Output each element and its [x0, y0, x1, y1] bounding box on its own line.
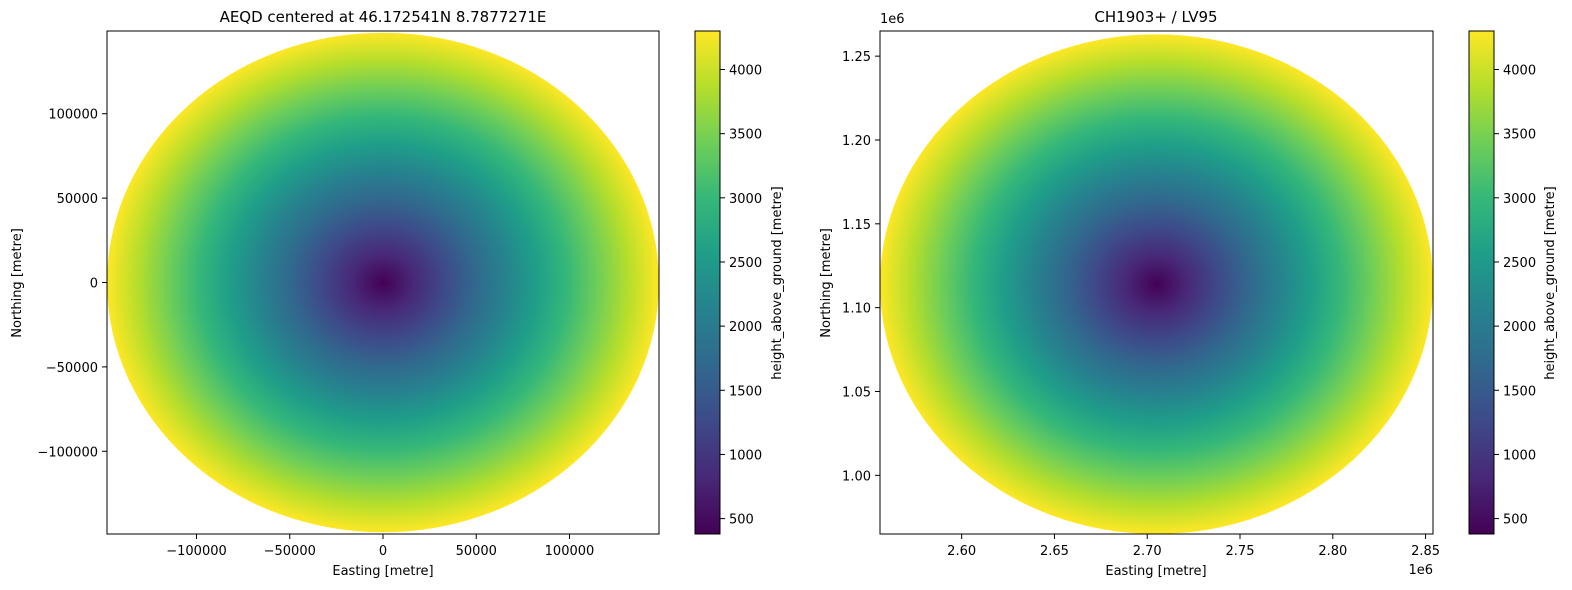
right-plot-title: CH1903+ / LV95: [1094, 8, 1217, 26]
y-tick-label: 1.20: [842, 134, 871, 149]
x-tick-label: 2.65: [1040, 544, 1069, 559]
y-tick-label: 1.10: [842, 302, 871, 317]
left-y-axis-label: Northing [metre]: [10, 228, 25, 338]
left-heatmap: [106, 30, 660, 535]
right-colorbar: 500 1000 1500 2000 2500 3000 3500 4000 height_a…: [1468, 30, 1558, 535]
colorbar-tick-label: 3000: [1503, 192, 1536, 207]
colorbar-tick-label: 3500: [1503, 128, 1536, 143]
x-tick-label: 2.70: [1133, 544, 1162, 559]
left-height-disk: [107, 32, 659, 533]
colorbar-tick-label: 500: [729, 513, 754, 528]
x-tick-label: 50000: [456, 544, 497, 559]
colorbar-tick-label: 2000: [1503, 320, 1536, 335]
colorbar-tick-label: 3500: [729, 128, 762, 143]
left-x-axis: −100000 −50000 0 50000 100000: [166, 534, 594, 559]
colorbar-tick-label: 2500: [1503, 256, 1536, 271]
colorbar-tick-label: 1500: [1503, 384, 1536, 399]
left-colorbar-ticks: 500 1000 1500 2000 2500 3000 3500 4000: [720, 63, 762, 528]
right-y-axis: 1.00 1.05 1.10 1.15 1.20 1.25: [842, 50, 880, 484]
left-plot-title: AEQD centered at 46.172541N 8.7877271E: [220, 8, 547, 26]
right-y-offset-label: 1e6: [880, 12, 905, 27]
left-colorbar-gradient: [694, 30, 721, 535]
colorbar-tick-label: 3000: [729, 192, 762, 207]
y-tick-label: 100000: [48, 108, 98, 123]
y-tick-label: 1.25: [842, 50, 871, 65]
colorbar-tick-label: 4000: [1503, 63, 1536, 78]
y-tick-label: 1.15: [842, 218, 871, 233]
x-tick-label: 2.80: [1318, 544, 1347, 559]
colorbar-tick-label: 4000: [729, 63, 762, 78]
x-tick-label: 0: [379, 544, 387, 559]
right-height-disk: [880, 34, 1433, 534]
right-heatmap: [879, 30, 1434, 535]
left-y-axis: −100000 −50000 0 50000 100000: [37, 108, 107, 460]
right-panel: CH1903+ / LV95 1e6 2.60 2.65 2.70 2.75 2.80 2…: [819, 8, 1558, 579]
y-tick-label: −100000: [37, 445, 98, 460]
y-tick-label: 1.00: [842, 469, 871, 484]
y-tick-label: 1.05: [842, 385, 871, 400]
right-x-axis-label: Easting [metre]: [1105, 564, 1206, 579]
y-tick-label: −50000: [46, 361, 98, 376]
colorbar-tick-label: 1000: [729, 448, 762, 463]
y-tick-label: 50000: [57, 192, 98, 207]
x-tick-label: −100000: [166, 544, 227, 559]
right-colorbar-gradient: [1468, 30, 1495, 535]
right-x-offset-label: 1e6: [1408, 563, 1433, 578]
right-x-axis: 2.60 2.65 2.70 2.75 2.80 2.85: [947, 534, 1440, 559]
x-tick-label: 100000: [545, 544, 595, 559]
colorbar-tick-label: 1500: [729, 384, 762, 399]
colorbar-tick-label: 2500: [729, 256, 762, 271]
right-plot-frame: [879, 30, 1434, 535]
right-colorbar-ticks: 500 1000 1500 2000 2500 3000 3500 4000: [1494, 63, 1536, 528]
colorbar-tick-label: 500: [1503, 513, 1528, 528]
left-colorbar: 500 1000 1500 2000 2500 3000 3500 4000 height_a…: [694, 30, 785, 535]
colorbar-tick-label: 2000: [729, 320, 762, 335]
right-colorbar-label: height_above_ground [metre]: [1543, 186, 1558, 379]
left-colorbar-label: height_above_ground [metre]: [770, 186, 785, 379]
right-y-axis-label: Northing [metre]: [819, 228, 834, 338]
x-tick-label: −50000: [264, 544, 316, 559]
x-tick-label: 2.60: [947, 544, 976, 559]
colorbar-tick-label: 1000: [1503, 448, 1536, 463]
y-tick-label: 0: [90, 277, 98, 292]
x-tick-label: 2.75: [1226, 544, 1255, 559]
left-panel: AEQD centered at 46.172541N 8.7877271E −…: [10, 8, 785, 579]
x-tick-label: 2.85: [1411, 544, 1440, 559]
left-x-axis-label: Easting [metre]: [332, 564, 433, 579]
